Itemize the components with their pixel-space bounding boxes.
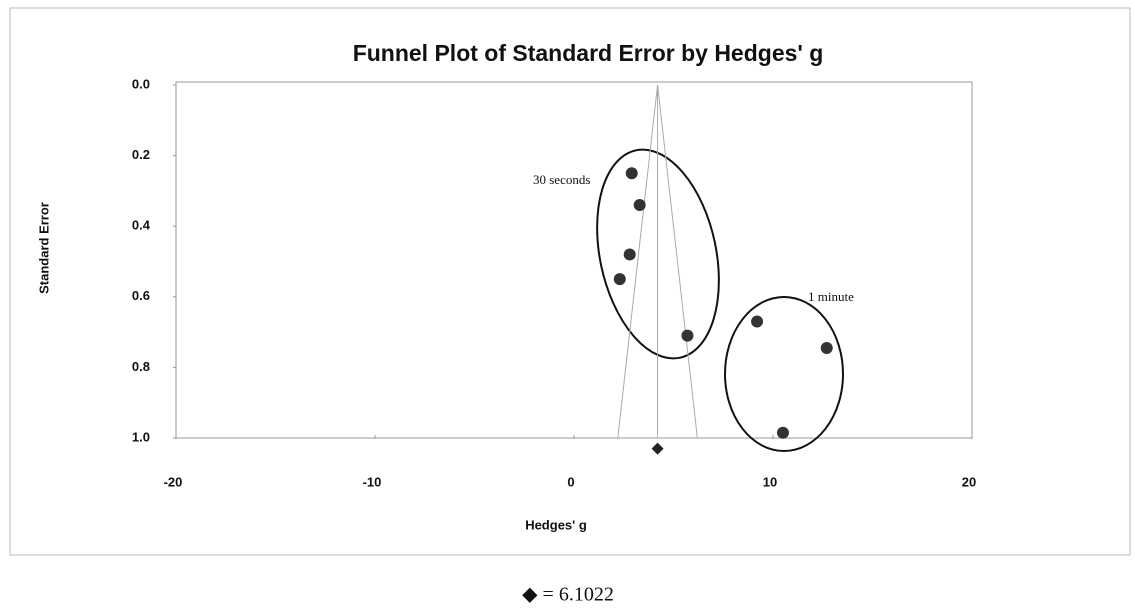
plot-area bbox=[175, 81, 973, 439]
x-axis-label: Hedges' g bbox=[525, 517, 587, 532]
y-axis-label: Standard Error bbox=[36, 202, 51, 294]
x-tick-label: -20 bbox=[164, 474, 183, 489]
y-tick-label: 0.8 bbox=[132, 359, 150, 374]
point bbox=[681, 329, 694, 342]
point bbox=[776, 426, 789, 439]
funnel-line bbox=[657, 84, 698, 439]
chart-frame bbox=[9, 7, 1131, 556]
x-tick-label: -10 bbox=[363, 474, 382, 489]
footnote: ◆ = 6.1022 bbox=[522, 584, 614, 606]
group-ellipse bbox=[596, 148, 720, 360]
x-tick-label: 0 bbox=[567, 474, 574, 489]
group-ellipse bbox=[724, 296, 844, 452]
point bbox=[751, 315, 764, 328]
point bbox=[613, 273, 626, 286]
y-tick-label: 0.4 bbox=[132, 218, 151, 233]
funnel-line bbox=[617, 84, 659, 439]
annotation: 1 minute bbox=[808, 289, 854, 304]
point bbox=[625, 167, 638, 180]
point bbox=[633, 199, 646, 212]
x-tick-label: 10 bbox=[763, 474, 777, 489]
y-tick-label: 0.6 bbox=[132, 288, 150, 303]
y-tick-label: 0.0 bbox=[132, 76, 150, 91]
annotation: 30 seconds bbox=[533, 172, 590, 187]
y-tick-label: 0.2 bbox=[132, 147, 150, 162]
x-tick-label: 20 bbox=[962, 474, 976, 489]
y-tick-label: 1.0 bbox=[132, 429, 150, 444]
point bbox=[820, 341, 833, 354]
point bbox=[623, 248, 636, 261]
chart-title: Funnel Plot of Standard Error by Hedges'… bbox=[353, 40, 824, 66]
summary-diamond bbox=[651, 442, 664, 455]
